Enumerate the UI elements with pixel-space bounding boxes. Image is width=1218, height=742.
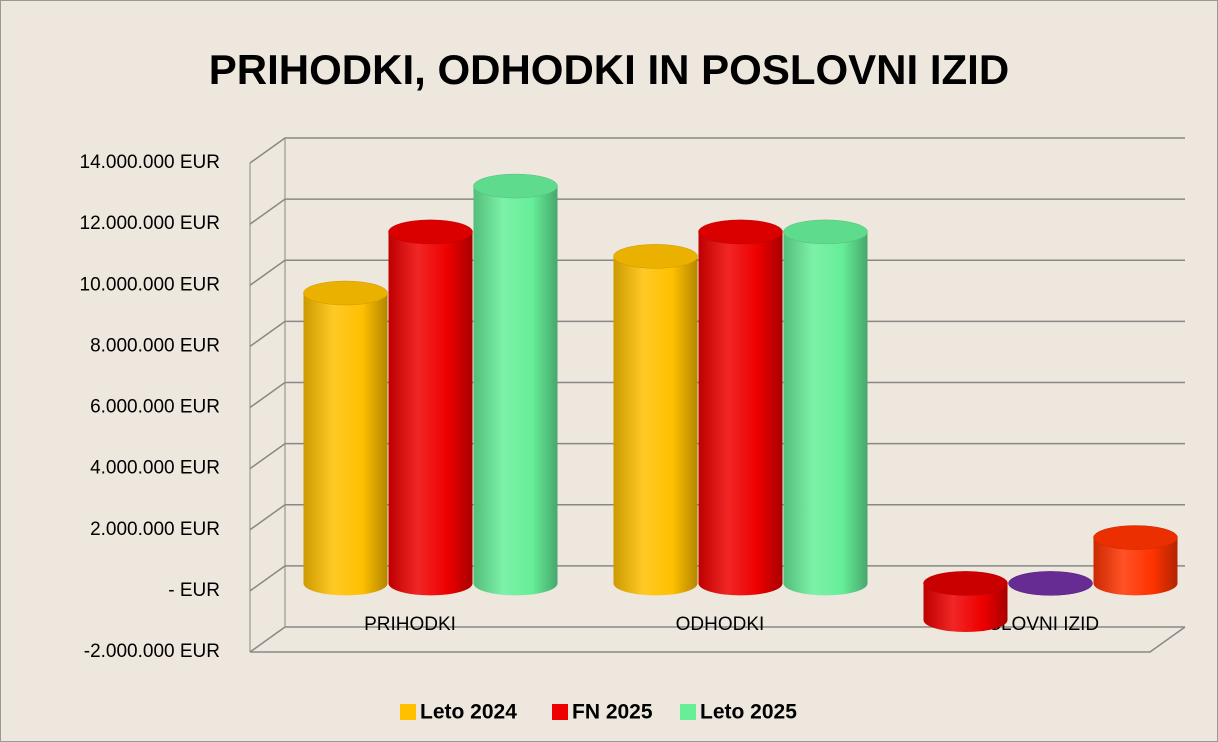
- legend: Leto 2024 FN 2025 Leto 2025: [400, 701, 797, 724]
- legend-swatch: [680, 704, 696, 720]
- cylinder-top: [698, 219, 783, 245]
- cylinder: [783, 219, 868, 596]
- legend-label: Leto 2024: [420, 701, 517, 724]
- cylinder: [698, 219, 783, 596]
- grid-line: [249, 626, 1185, 653]
- floor-edge: [250, 626, 1186, 653]
- bar: [303, 293, 388, 584]
- grid-line: [249, 442, 1185, 470]
- cylinder-top: [613, 244, 698, 269]
- cylinder-top: [303, 280, 388, 306]
- cylinder: [613, 244, 698, 596]
- y-tick-label: 6.000.000 EUR: [90, 397, 220, 418]
- cylinder: [388, 219, 473, 596]
- grid-line: [249, 381, 1185, 409]
- x-tick-label: PRIHODKI: [364, 614, 456, 635]
- cylinder-top: [783, 219, 868, 245]
- grid-line: [249, 320, 1185, 347]
- y-tick-label: -2.000.000 EUR: [84, 641, 220, 662]
- cylinder: [923, 571, 1008, 633]
- y-tick-label: - EUR: [168, 580, 220, 601]
- cylinder: [1008, 571, 1093, 596]
- cylinder-top: [1008, 571, 1093, 596]
- bar: [698, 231, 783, 584]
- grid-line: [249, 198, 1185, 225]
- legend-label: Leto 2025: [700, 701, 797, 724]
- cylinder-top: [923, 571, 1008, 596]
- y-tick-label: 12.000.000 EUR: [80, 213, 221, 234]
- cylinder-top: [473, 173, 558, 199]
- legend-swatch: [552, 704, 568, 720]
- x-tick-label: ODHODKI: [676, 614, 765, 635]
- chart-title: PRIHODKI, ODHODKI IN POSLOVNI IZID: [209, 46, 1009, 93]
- cylinder: [303, 280, 388, 596]
- grid-line: [249, 137, 1185, 164]
- grid-line: [249, 259, 1185, 286]
- cylinder: [1093, 525, 1178, 596]
- bar: [473, 186, 558, 584]
- y-tick-label: 8.000.000 EUR: [90, 335, 220, 356]
- cylinder: [473, 173, 558, 596]
- grid-line: [249, 565, 1185, 592]
- bar: [613, 256, 698, 584]
- bar: [388, 231, 473, 584]
- y-tick-label: 14.000.000 EUR: [80, 152, 221, 173]
- legend-swatch: [400, 704, 416, 720]
- grid-line: [249, 504, 1185, 531]
- cylinder-top: [388, 219, 473, 245]
- y-tick-label: 10.000.000 EUR: [80, 274, 221, 295]
- y-tick-label: 4.000.000 EUR: [90, 458, 220, 479]
- cylinder-top: [1093, 525, 1178, 550]
- y-tick-label: 2.000.000 EUR: [90, 519, 220, 540]
- legend-label: FN 2025: [572, 701, 653, 724]
- bar: [783, 231, 868, 584]
